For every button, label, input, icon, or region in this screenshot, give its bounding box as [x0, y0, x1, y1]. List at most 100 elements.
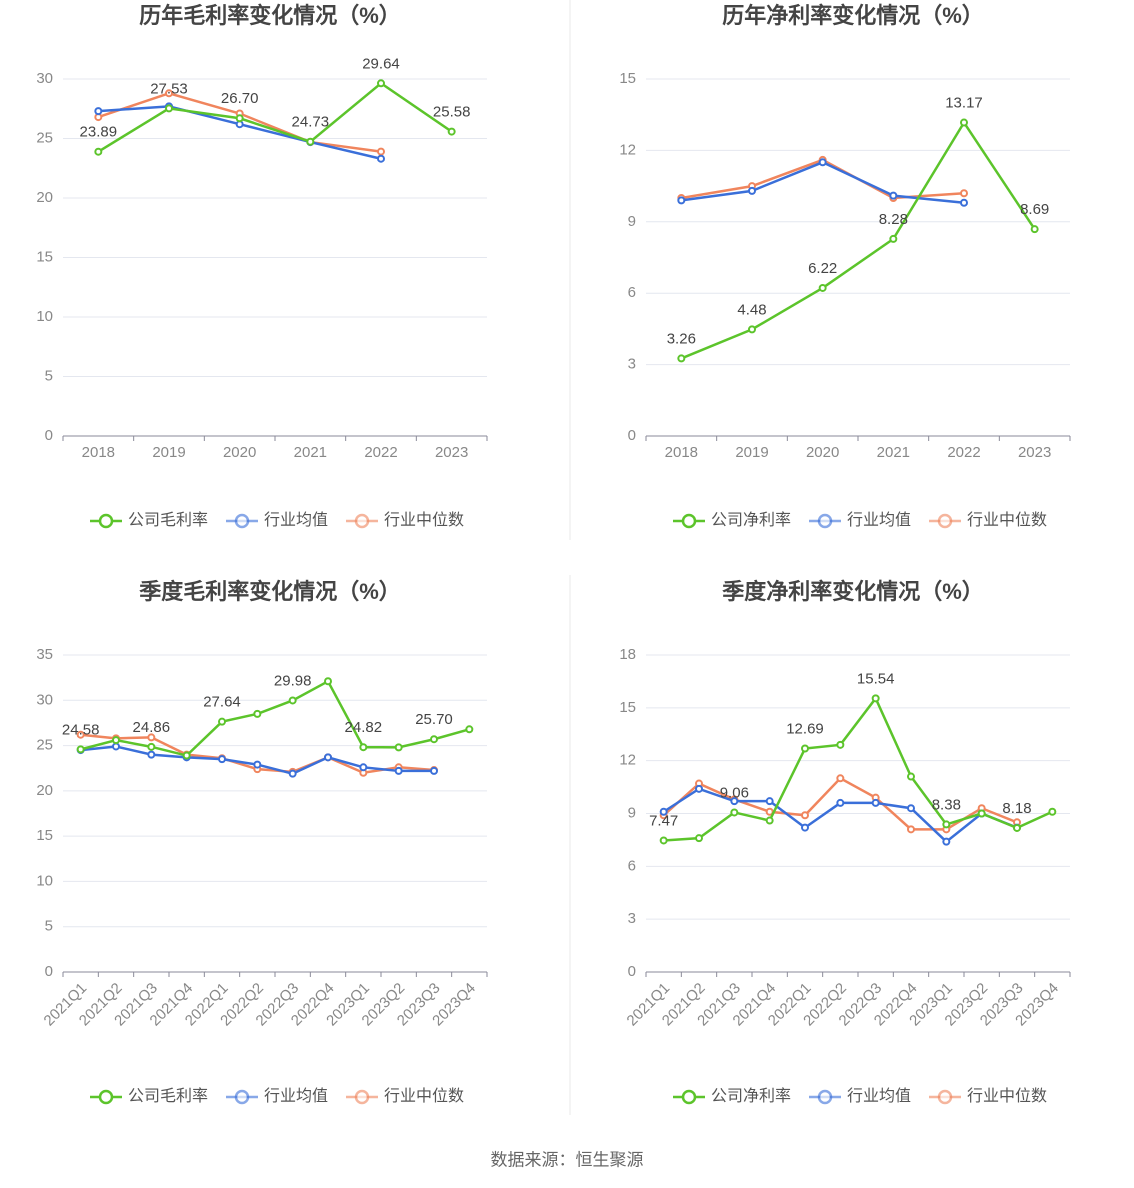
point [394, 766, 403, 775]
data-label: 23.89 [80, 124, 118, 141]
point [942, 837, 951, 846]
data-label: 29.98 [274, 672, 312, 689]
x-tick-label: 2019 [152, 444, 185, 461]
series-line [97, 81, 453, 153]
y-tick-label: 10 [36, 872, 53, 889]
x-tick-label: 2021 [294, 444, 327, 461]
point [907, 772, 915, 781]
x-tick-label: 2020 [223, 444, 256, 461]
y-tick-label: 15 [36, 827, 53, 844]
data-label: 29.64 [362, 55, 400, 72]
point [695, 784, 703, 793]
point [1048, 807, 1057, 816]
point [1030, 225, 1039, 234]
y-tick-label: 0 [628, 963, 636, 980]
y-tick-label: 0 [45, 963, 53, 980]
series-line [80, 679, 470, 757]
data-label: 27.64 [203, 694, 241, 711]
series-line [680, 120, 1036, 360]
y-tick-label: 3 [628, 356, 636, 373]
data-label: 8.38 [932, 796, 961, 813]
point [430, 735, 438, 744]
point [394, 743, 403, 752]
point [960, 189, 968, 198]
point [324, 677, 332, 686]
legend-marker [681, 1089, 697, 1105]
point [907, 804, 915, 813]
point [76, 745, 85, 754]
point [288, 696, 297, 705]
legend-marker [937, 1089, 953, 1105]
point [960, 198, 968, 207]
data-label: 7.47 [649, 812, 678, 829]
source: 数据来源：恒生聚源 [491, 1150, 644, 1169]
data-label: 4.48 [737, 301, 766, 318]
legend-label: 行业中位数 [384, 511, 464, 529]
x-tick-label: 2019 [735, 444, 768, 461]
legend-label: 行业均值 [847, 511, 911, 529]
legend-marker [937, 513, 953, 529]
y-tick-label: 5 [45, 918, 53, 935]
legend-marker [98, 513, 114, 529]
point [182, 751, 191, 760]
y-tick-label: 12 [619, 752, 636, 769]
point [695, 834, 703, 843]
point [836, 740, 845, 749]
y-tick-label: 20 [36, 782, 53, 799]
x-tick-label: 2021 [877, 444, 910, 461]
legend-marker [354, 513, 370, 529]
point [288, 769, 297, 778]
legend-marker [354, 1089, 370, 1105]
point [818, 158, 827, 167]
point [112, 736, 120, 745]
point [147, 733, 156, 742]
point [94, 107, 103, 116]
point [430, 766, 438, 775]
x-tick-label: 2023 [1018, 444, 1051, 461]
legend-label: 行业中位数 [384, 1087, 464, 1105]
point [765, 816, 774, 825]
data-label: 8.28 [879, 211, 908, 228]
y-tick-label: 25 [36, 129, 53, 146]
data-label: 26.70 [221, 90, 259, 107]
data-label: 3.26 [667, 330, 696, 347]
chart-title: 季度净利率变化情况（%） [722, 579, 984, 604]
data-label: 13.17 [945, 95, 983, 112]
point [235, 114, 244, 123]
point [377, 147, 385, 156]
point [836, 798, 845, 807]
legend-label: 公司毛利率 [128, 1087, 208, 1105]
point [165, 104, 173, 113]
data-label: 15.54 [857, 670, 895, 687]
legend-label: 行业均值 [264, 511, 328, 529]
point [942, 820, 951, 829]
legend-label: 公司毛利率 [128, 511, 208, 529]
y-tick-label: 9 [628, 804, 636, 821]
point [889, 234, 898, 243]
point [447, 127, 456, 136]
point [765, 797, 774, 806]
point [730, 808, 739, 817]
point [359, 743, 368, 752]
point [324, 753, 332, 762]
point [748, 325, 756, 334]
point [748, 186, 756, 195]
y-tick-label: 30 [36, 70, 53, 87]
y-tick-label: 0 [45, 427, 53, 444]
point [218, 717, 226, 726]
data-label: 25.70 [415, 711, 453, 728]
chart-title: 历年净利率变化情况（%） [722, 3, 984, 28]
legend-label: 行业中位数 [967, 1087, 1047, 1105]
point [94, 147, 103, 156]
y-tick-label: 15 [619, 699, 636, 716]
data-label: 25.58 [433, 104, 471, 121]
point [677, 354, 686, 363]
data-label: 24.73 [292, 114, 330, 131]
point [960, 118, 968, 127]
point [165, 89, 173, 98]
y-tick-label: 10 [36, 308, 53, 325]
chart-title: 历年毛利率变化情况（%） [139, 3, 401, 28]
point [1013, 823, 1021, 832]
point [377, 154, 385, 163]
